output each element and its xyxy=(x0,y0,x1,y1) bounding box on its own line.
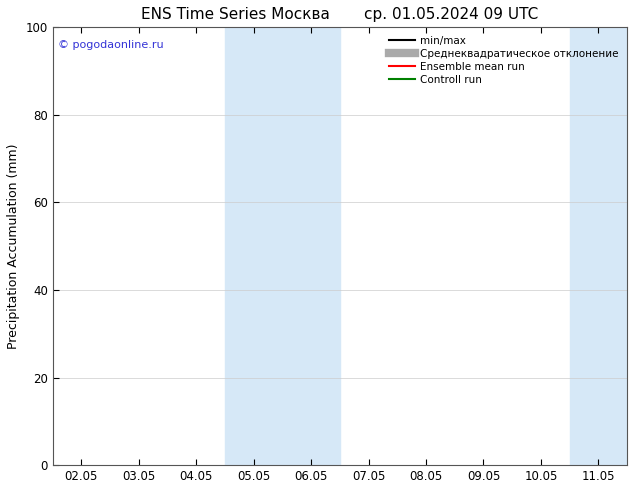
Text: © pogodaonline.ru: © pogodaonline.ru xyxy=(58,40,164,50)
Legend: min/max, Среднеквадратическое отклонение, Ensemble mean run, Controll run: min/max, Среднеквадратическое отклонение… xyxy=(386,32,622,88)
Bar xyxy=(225,27,340,465)
Bar xyxy=(569,27,627,465)
Title: ENS Time Series Москва       ср. 01.05.2024 09 UTC: ENS Time Series Москва ср. 01.05.2024 09… xyxy=(141,7,538,22)
Y-axis label: Precipitation Accumulation (mm): Precipitation Accumulation (mm) xyxy=(7,144,20,349)
